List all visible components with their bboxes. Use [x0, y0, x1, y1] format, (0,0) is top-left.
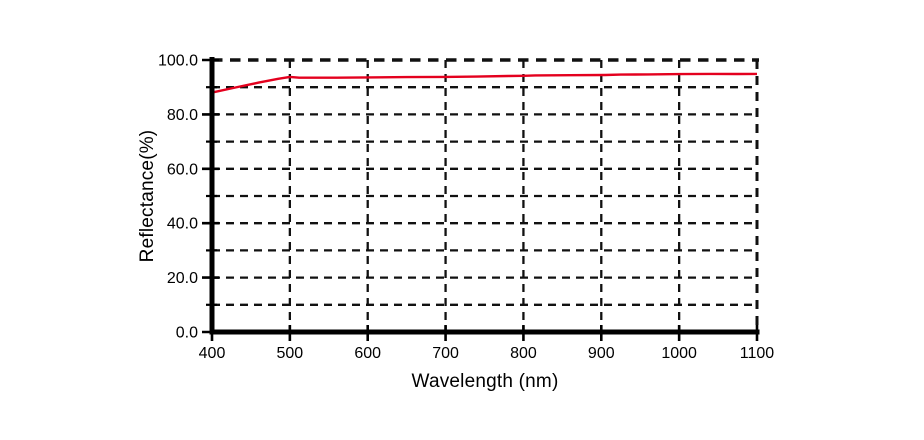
axis-ticks	[202, 58, 759, 341]
grid-lines	[212, 58, 759, 332]
x-tick-label: 500	[277, 345, 304, 362]
x-tick-label: 1100	[740, 345, 775, 362]
y-tick-label: 100.0	[158, 53, 198, 70]
x-tick-label: 800	[510, 345, 537, 362]
y-axis-title: Reflectance(%)	[137, 129, 158, 263]
x-tick-label: 1000	[661, 345, 697, 362]
x-tick-label: 400	[199, 345, 226, 362]
series-line-reflectance	[211, 72, 758, 94]
y-tick-label: 0.0	[176, 325, 198, 342]
x-tick-label: 600	[354, 345, 381, 362]
y-tick-label: 60.0	[167, 161, 198, 178]
series-lines	[211, 72, 758, 94]
x-tick-label: 700	[432, 345, 459, 362]
x-tick-label: 900	[588, 345, 615, 362]
tick-labels: 400 500 600 700 800 900 1000 1100 0.0 20.0 40.0 60.…	[158, 53, 774, 363]
y-tick-label: 40.0	[167, 216, 198, 233]
y-tick-label: 80.0	[167, 107, 198, 124]
x-axis-title: Wavelength (nm)	[411, 371, 559, 392]
y-tick-label: 20.0	[167, 270, 198, 287]
